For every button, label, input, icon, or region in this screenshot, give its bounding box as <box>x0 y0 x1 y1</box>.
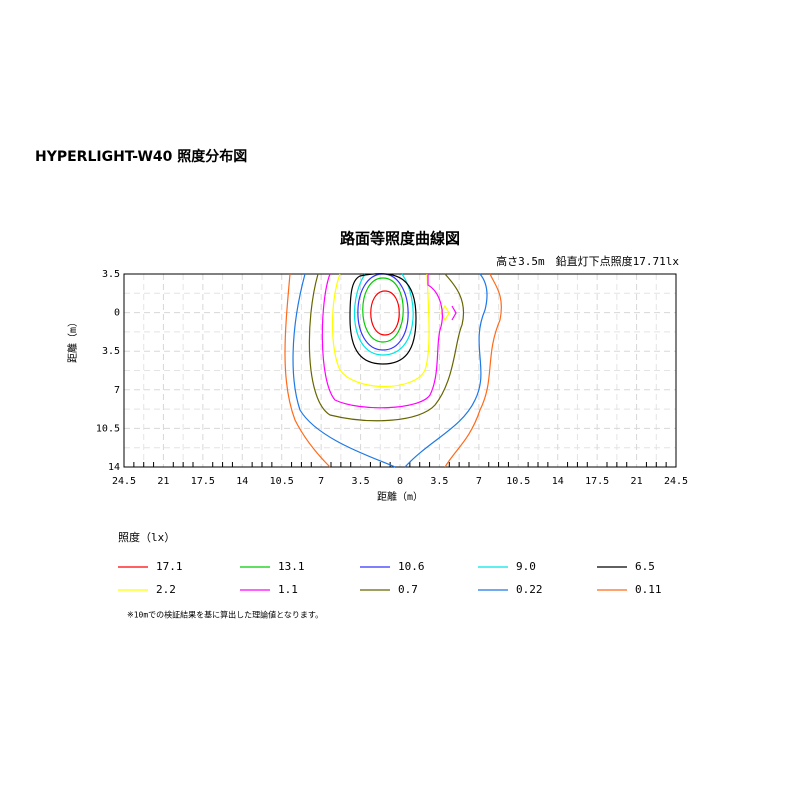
x-tick-label: 14 <box>236 476 248 487</box>
y-tick-label: 0 <box>114 308 120 319</box>
legend-label: 0.7 <box>398 583 418 596</box>
contour-line <box>357 273 409 351</box>
note: ※10mでの検証結果を基に算出した理論値となります。 <box>127 610 323 620</box>
x-tick-label: 10.5 <box>270 476 294 487</box>
chart-subtitle: 高さ3.5m 鉛直灯下点照度17.71lx <box>496 254 679 268</box>
contour-line <box>308 273 465 422</box>
y-axis-label: 距離（m） <box>66 317 79 363</box>
contour-line <box>444 273 502 468</box>
x-tick-label: 10.5 <box>506 476 530 487</box>
x-tick-label: 21 <box>157 476 169 487</box>
legend-label: 1.1 <box>278 583 298 596</box>
contour-line <box>292 273 488 468</box>
x-tick-label: 0 <box>397 476 403 487</box>
legend-label: 10.6 <box>398 560 425 573</box>
x-tick-label: 17.5 <box>191 476 215 487</box>
y-tick-label: 3.5 <box>102 269 120 280</box>
contour-line <box>451 305 457 321</box>
contour-line <box>321 273 443 409</box>
legend-label: 2.2 <box>156 583 176 596</box>
y-tick-label: 3.5 <box>102 346 120 357</box>
legend-title: 照度（lx） <box>118 530 175 544</box>
contour-line <box>331 273 430 387</box>
legend-label: 0.22 <box>516 583 543 596</box>
x-tick-label: 17.5 <box>585 476 609 487</box>
x-axis-label: 距離（m） <box>377 490 423 503</box>
y-tick-label: 7 <box>114 385 120 396</box>
x-tick-label: 21 <box>631 476 643 487</box>
legend-label: 9.0 <box>516 560 536 573</box>
y-tick-label: 10.5 <box>96 423 120 434</box>
contour-line <box>353 273 414 356</box>
contour-line <box>284 273 331 468</box>
legend-label: 0.11 <box>635 583 662 596</box>
legend-label: 6.5 <box>635 560 655 573</box>
x-tick-label: 14 <box>552 476 564 487</box>
legend-label: 13.1 <box>278 560 305 573</box>
x-tick-label: 3.5 <box>430 476 448 487</box>
x-tick-label: 3.5 <box>352 476 370 487</box>
heading: HYPERLIGHT-W40 照度分布図 <box>35 148 247 165</box>
x-tick-label: 7 <box>318 476 324 487</box>
contour-line <box>370 290 400 336</box>
x-tick-label: 24.5 <box>112 476 136 487</box>
y-tick-label: 14 <box>108 462 120 473</box>
contour-line <box>362 277 404 343</box>
plot-frame <box>123 273 677 468</box>
x-tick-label: 7 <box>476 476 482 487</box>
chart-title: 路面等照度曲線図 <box>340 230 460 248</box>
contour-line <box>349 273 417 365</box>
legend-label: 17.1 <box>156 560 183 573</box>
x-tick-label: 24.5 <box>664 476 688 487</box>
